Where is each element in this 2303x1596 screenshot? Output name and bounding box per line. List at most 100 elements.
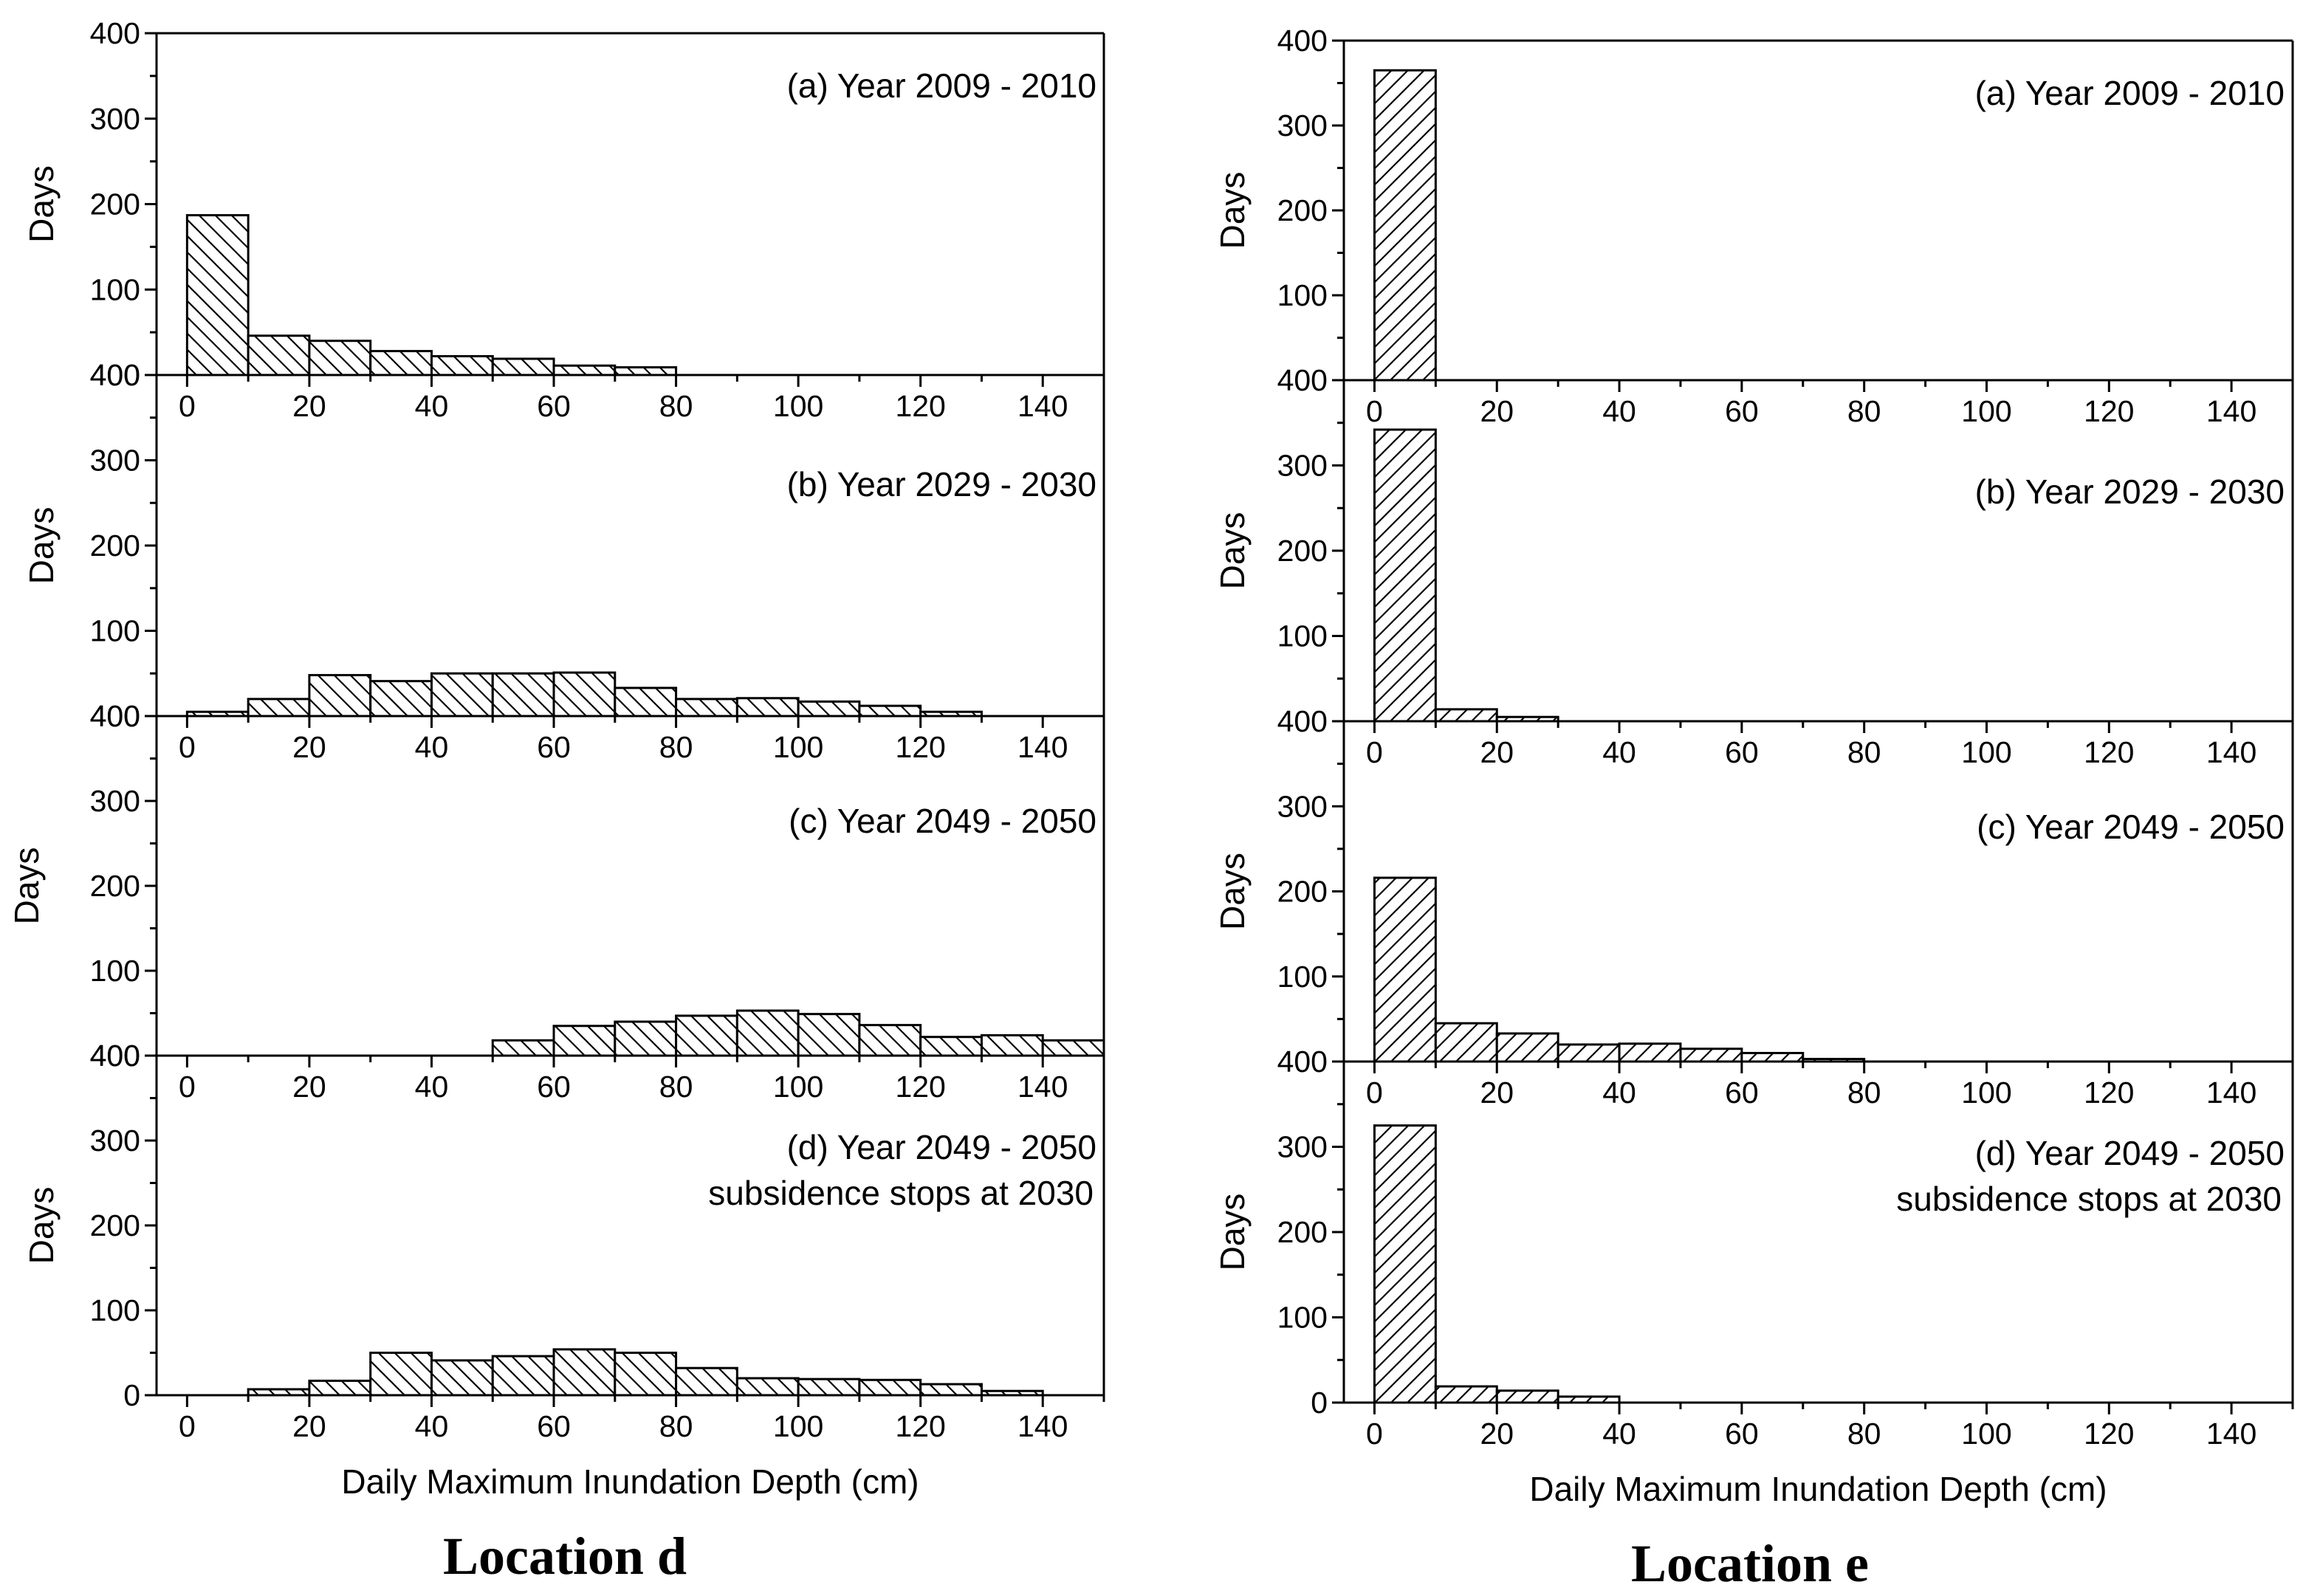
bar-e-c-5	[1679, 1048, 1743, 1063]
bar-d-a-5	[491, 357, 555, 376]
x-tick-label-e-a-4: 80	[1847, 394, 1881, 428]
bar-d-d-9	[797, 1377, 861, 1397]
panel-title-e-a: (a) Year 2009 - 2010	[1975, 74, 2285, 112]
x-tick-label-d-d-0: 0	[179, 1409, 196, 1443]
x-tick-label-e-c-5: 100	[1961, 1076, 2011, 1110]
x-tick-label-e-d-6: 120	[2084, 1417, 2134, 1451]
bar-d-d-10	[858, 1378, 922, 1397]
x-tick-label-e-b-3: 60	[1725, 735, 1759, 769]
x-tick-label-d-d-7: 140	[1017, 1409, 1068, 1443]
x-tick-label-e-c-6: 120	[2084, 1076, 2134, 1110]
x-tick-label-d-c-3: 60	[537, 1070, 571, 1104]
bar-d-b-7	[614, 687, 678, 718]
bar-d-a-4	[430, 355, 494, 376]
y-tick-label-d-a-2: 200	[90, 188, 140, 221]
y-tick-label-e-a-3: 100	[1277, 278, 1328, 312]
location-e-label: Location e	[1631, 1534, 1869, 1593]
y-axis-title-e-b: Days	[1213, 512, 1252, 590]
bar-e-c-4	[1618, 1042, 1682, 1063]
x-tick-label-e-b-5: 100	[1961, 735, 2011, 769]
panel-e-a: 400 300 200 100 400 0 20 40 60 80 100 120 140 Days (a)…	[1213, 24, 2294, 428]
x-tick-label-d-b-1: 20	[292, 730, 326, 764]
x-tick-label-d-a-3: 60	[537, 389, 571, 423]
location-d-label: Location d	[443, 1527, 687, 1586]
x-tick-label-e-a-7: 140	[2206, 394, 2256, 428]
y-tick-label-e-b-1: 200	[1277, 534, 1328, 568]
x-tick-label-e-d-0: 0	[1366, 1417, 1383, 1451]
x-tick-label-d-a-2: 40	[415, 389, 449, 423]
y-axis-title-d-c: Days	[7, 847, 46, 925]
panel-title-d-d: (d) Year 2049 - 2050	[787, 1128, 1096, 1166]
x-tick-label-d-d-1: 20	[292, 1409, 326, 1443]
x-tick-label-d-c-1: 20	[292, 1070, 326, 1104]
y-tick-label-e-b-2: 100	[1277, 619, 1328, 653]
x-tick-label-e-d-2: 40	[1602, 1417, 1636, 1451]
y-tick-label-e-b-0: 300	[1277, 449, 1328, 483]
x-tick-label-d-c-6: 120	[895, 1070, 945, 1104]
bar-d-b-8	[675, 698, 738, 718]
x-tick-label-d-a-4: 80	[659, 389, 693, 423]
y-tick-label-e-c-0: 300	[1277, 789, 1328, 823]
x-tick-label-d-d-4: 80	[659, 1409, 693, 1443]
x-tick-label-d-b-2: 40	[415, 730, 449, 764]
x-tick-label-e-d-3: 60	[1725, 1417, 1759, 1451]
bar-d-c-8	[980, 1033, 1044, 1057]
bar-d-c-1	[552, 1025, 617, 1057]
bar-e-d-1	[1434, 1385, 1498, 1404]
bar-d-c-5	[797, 1013, 861, 1057]
bar-d-b-10	[797, 700, 861, 718]
bar-d-b-11	[858, 704, 922, 718]
x-tick-label-e-c-4: 80	[1847, 1076, 1881, 1110]
x-tick-label-e-d-5: 100	[1961, 1417, 2011, 1451]
y-tick-label-e-d-3: 0	[1311, 1386, 1328, 1420]
x-tick-label-d-c-4: 80	[659, 1070, 693, 1104]
bar-e-c-1	[1434, 1022, 1498, 1063]
bar-d-a-0	[185, 214, 250, 376]
bar-e-c-6	[1740, 1051, 1805, 1063]
x-tick-label-d-a-6: 120	[895, 389, 945, 423]
y-tick-label-d-c-4: 400	[90, 1039, 140, 1073]
y-tick-label-d-c-3: 100	[90, 954, 140, 988]
bar-e-b-1	[1434, 708, 1498, 723]
bar-d-b-6	[552, 671, 617, 718]
x-tick-label-e-d-4: 80	[1847, 1417, 1881, 1451]
x-tick-label-e-b-4: 80	[1847, 735, 1881, 769]
x-tick-label-d-a-7: 140	[1017, 389, 1068, 423]
bar-d-c-7	[919, 1036, 983, 1057]
bar-d-d-8	[735, 1377, 800, 1397]
bar-d-d-7	[675, 1366, 738, 1397]
bar-e-a-0	[1373, 69, 1437, 382]
panel-subtitle-e-d: subsidence stops at 2030	[1896, 1180, 2282, 1218]
y-tick-label-e-a-1: 300	[1277, 109, 1328, 142]
bar-d-b-5	[491, 672, 555, 718]
x-tick-label-e-a-3: 60	[1725, 394, 1759, 428]
panel-title-e-b: (b) Year 2029 - 2030	[1975, 472, 2285, 511]
bar-d-c-3	[675, 1014, 738, 1057]
x-tick-label-d-b-6: 120	[895, 730, 945, 764]
panel-title-d-a: (a) Year 2009 - 2010	[787, 66, 1096, 105]
bar-d-c-9	[1041, 1039, 1105, 1057]
bar-d-a-6	[552, 364, 617, 376]
bar-e-c-0	[1373, 876, 1437, 1063]
bar-d-c-0	[491, 1039, 555, 1057]
bar-d-b-9	[735, 697, 800, 718]
x-tick-label-e-a-1: 20	[1480, 394, 1514, 428]
bar-d-d-11	[919, 1383, 983, 1397]
bar-e-d-0	[1373, 1124, 1437, 1404]
bar-d-a-2	[308, 340, 372, 376]
x-tick-label-d-b-3: 60	[537, 730, 571, 764]
y-axis-title-e-a: Days	[1213, 172, 1252, 250]
x-tick-label-d-a-1: 20	[292, 389, 326, 423]
x-tick-label-e-a-0: 0	[1366, 394, 1383, 428]
y-tick-label-e-a-4: 400	[1277, 363, 1328, 397]
x-tick-label-e-c-1: 20	[1480, 1076, 1514, 1110]
x-tick-label-d-d-6: 120	[895, 1409, 945, 1443]
bar-d-d-1	[308, 1379, 372, 1397]
y-tick-label-e-c-3: 400	[1277, 1045, 1328, 1079]
x-tick-label-d-b-5: 100	[773, 730, 823, 764]
x-tick-label-d-d-3: 60	[537, 1409, 571, 1443]
y-axis-title-e-d: Days	[1213, 1194, 1252, 1271]
y-axis-title-d-a: Days	[22, 165, 61, 243]
